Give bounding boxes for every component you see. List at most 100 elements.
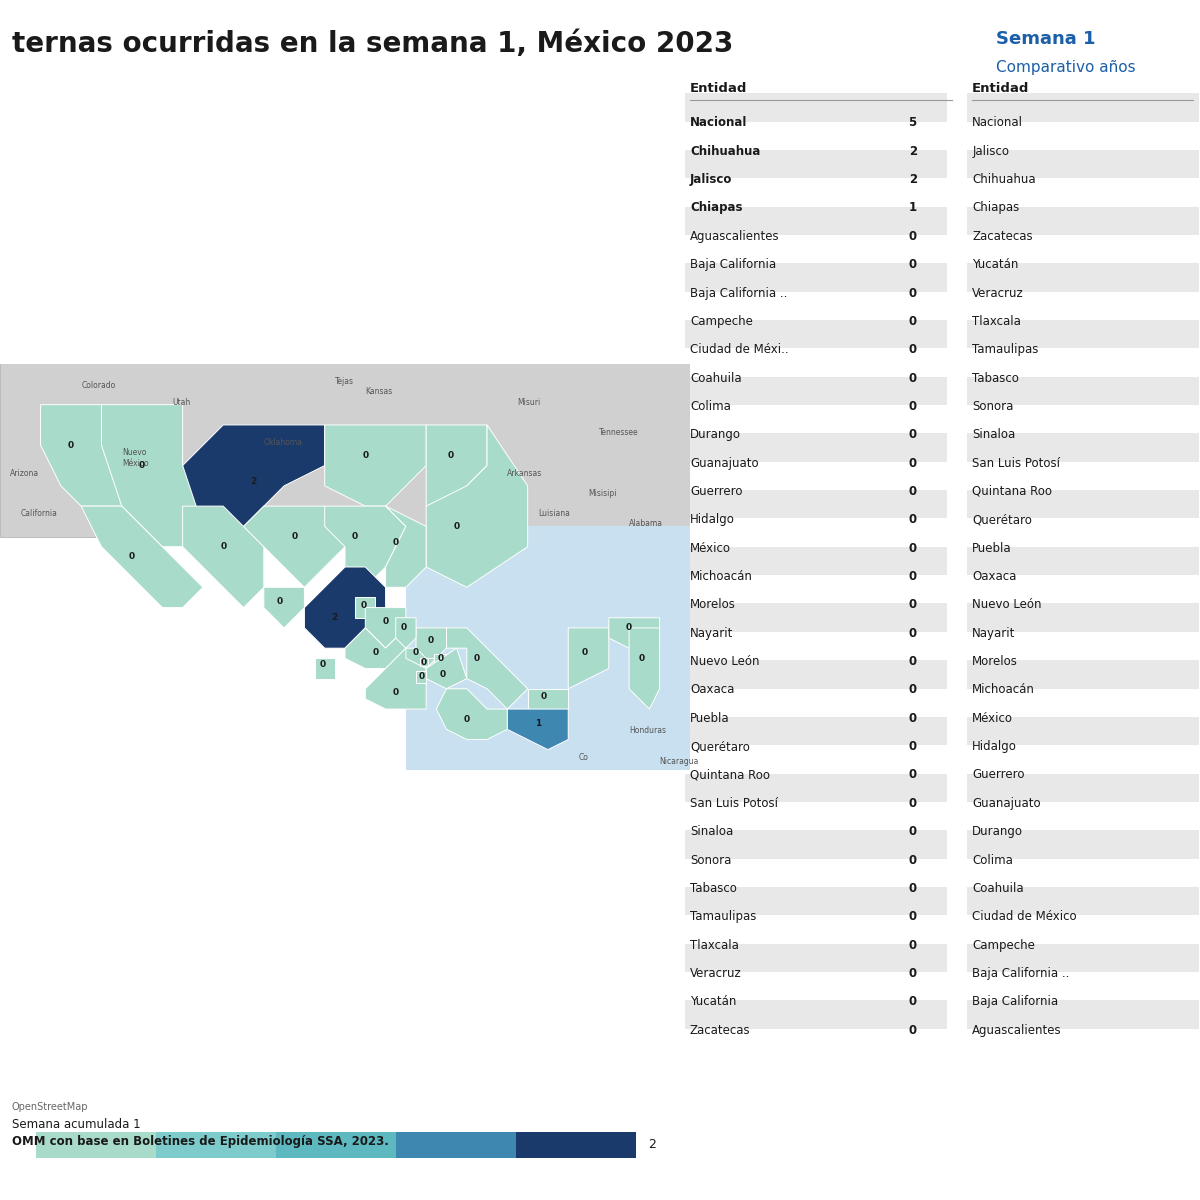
- Text: Oaxaca: Oaxaca: [972, 570, 1016, 583]
- Text: 0: 0: [401, 623, 407, 632]
- Polygon shape: [406, 648, 437, 668]
- Text: 0: 0: [908, 853, 917, 866]
- Text: Sonora: Sonora: [972, 400, 1014, 413]
- Text: Michoacán: Michoacán: [972, 684, 1036, 696]
- Text: 0: 0: [908, 684, 917, 696]
- Text: 2: 2: [331, 613, 338, 623]
- FancyBboxPatch shape: [685, 802, 947, 830]
- Text: Quintana Roo: Quintana Roo: [690, 768, 770, 781]
- FancyBboxPatch shape: [967, 462, 1199, 490]
- Text: 0: 0: [541, 692, 547, 701]
- FancyBboxPatch shape: [685, 943, 947, 972]
- FancyBboxPatch shape: [967, 972, 1199, 1001]
- FancyBboxPatch shape: [967, 179, 1199, 206]
- Text: 0: 0: [908, 1024, 917, 1037]
- FancyBboxPatch shape: [685, 518, 947, 547]
- FancyBboxPatch shape: [967, 774, 1199, 802]
- Text: Co: Co: [578, 752, 588, 762]
- FancyBboxPatch shape: [967, 660, 1199, 689]
- Text: 0: 0: [352, 532, 359, 541]
- Text: Ciudad de México: Ciudad de México: [972, 911, 1076, 923]
- Text: Alabama: Alabama: [629, 520, 664, 528]
- FancyBboxPatch shape: [967, 518, 1199, 547]
- Text: Puebla: Puebla: [690, 712, 730, 725]
- FancyBboxPatch shape: [685, 972, 947, 1001]
- Text: 2: 2: [908, 145, 917, 157]
- FancyBboxPatch shape: [967, 689, 1199, 716]
- FancyBboxPatch shape: [685, 121, 947, 150]
- Text: 0: 0: [908, 740, 917, 754]
- FancyBboxPatch shape: [406, 527, 690, 770]
- Text: Guanajuato: Guanajuato: [690, 457, 758, 469]
- Text: 0: 0: [908, 258, 917, 271]
- Text: 0: 0: [392, 538, 398, 547]
- Text: Baja California: Baja California: [690, 258, 776, 271]
- Text: 2: 2: [908, 173, 917, 186]
- Polygon shape: [102, 404, 223, 547]
- FancyBboxPatch shape: [685, 179, 947, 206]
- Text: Durango: Durango: [690, 428, 742, 442]
- Text: OMM con base en Boletines de Epidemiología SSA, 2023.: OMM con base en Boletines de Epidemiolog…: [12, 1135, 389, 1148]
- Bar: [396, 1132, 516, 1158]
- Text: Tennessee: Tennessee: [599, 428, 638, 437]
- Text: 0: 0: [277, 596, 283, 606]
- Text: Campeche: Campeche: [972, 938, 1036, 952]
- Text: Zacatecas: Zacatecas: [690, 1024, 751, 1037]
- Text: 0: 0: [372, 648, 378, 656]
- Text: Colima: Colima: [690, 400, 731, 413]
- Text: Sonora: Sonora: [690, 853, 731, 866]
- Polygon shape: [244, 506, 346, 587]
- Text: Campeche: Campeche: [690, 314, 752, 328]
- Polygon shape: [629, 628, 660, 709]
- Text: 0: 0: [68, 440, 74, 450]
- Text: 0: 0: [908, 768, 917, 781]
- Text: 0: 0: [448, 451, 454, 460]
- FancyBboxPatch shape: [685, 490, 947, 518]
- Text: Hidalgo: Hidalgo: [690, 514, 734, 527]
- Text: 0: 0: [474, 654, 480, 662]
- Text: Luisiana: Luisiana: [538, 509, 570, 518]
- Text: Arkansas: Arkansas: [508, 469, 542, 478]
- Text: Ciudad de Méxi..: Ciudad de Méxi..: [690, 343, 788, 356]
- Text: Nuevo León: Nuevo León: [690, 655, 760, 668]
- FancyBboxPatch shape: [685, 320, 947, 348]
- FancyBboxPatch shape: [967, 263, 1199, 292]
- FancyBboxPatch shape: [967, 943, 1199, 972]
- Text: 0: 0: [437, 654, 444, 662]
- FancyBboxPatch shape: [967, 406, 1199, 433]
- FancyBboxPatch shape: [685, 859, 947, 887]
- Text: Misuri: Misuri: [517, 397, 541, 407]
- Text: Veracruz: Veracruz: [690, 967, 742, 980]
- Text: Chihuahua: Chihuahua: [972, 173, 1036, 186]
- Text: OpenStreetMap: OpenStreetMap: [12, 1102, 89, 1111]
- Polygon shape: [608, 618, 660, 648]
- Text: 0: 0: [908, 797, 917, 810]
- FancyBboxPatch shape: [967, 433, 1199, 462]
- Polygon shape: [420, 659, 428, 666]
- Text: 0: 0: [908, 995, 917, 1008]
- Text: 0: 0: [392, 689, 398, 697]
- FancyBboxPatch shape: [685, 433, 947, 462]
- Text: Yucatán: Yucatán: [690, 995, 737, 1008]
- Text: Chiapas: Chiapas: [972, 202, 1020, 215]
- FancyBboxPatch shape: [685, 916, 947, 943]
- Text: Morelos: Morelos: [972, 655, 1018, 668]
- FancyBboxPatch shape: [967, 916, 1199, 943]
- Text: 0: 0: [908, 541, 917, 554]
- Polygon shape: [314, 659, 335, 679]
- Text: Oaxaca: Oaxaca: [690, 684, 734, 696]
- FancyBboxPatch shape: [967, 206, 1199, 235]
- Text: 2: 2: [251, 478, 257, 486]
- Text: Aguascalientes: Aguascalientes: [972, 1024, 1062, 1037]
- Text: Jalisco: Jalisco: [690, 173, 732, 186]
- FancyBboxPatch shape: [685, 263, 947, 292]
- Text: Coahuila: Coahuila: [972, 882, 1024, 895]
- Text: Semana 1: Semana 1: [996, 30, 1096, 48]
- FancyBboxPatch shape: [967, 490, 1199, 518]
- Polygon shape: [569, 628, 608, 689]
- Polygon shape: [182, 425, 325, 547]
- Text: Quintana Roo: Quintana Roo: [972, 485, 1052, 498]
- Text: Tejas: Tejas: [335, 377, 354, 386]
- Text: 0: 0: [463, 715, 470, 724]
- FancyBboxPatch shape: [685, 716, 947, 745]
